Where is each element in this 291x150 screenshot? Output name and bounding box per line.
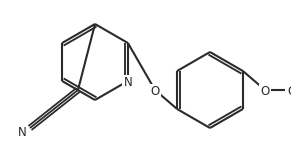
Text: N: N <box>124 76 132 89</box>
Text: O: O <box>260 85 270 98</box>
Text: O: O <box>150 85 160 98</box>
Text: N: N <box>18 126 26 139</box>
Text: CH₃: CH₃ <box>287 85 291 98</box>
